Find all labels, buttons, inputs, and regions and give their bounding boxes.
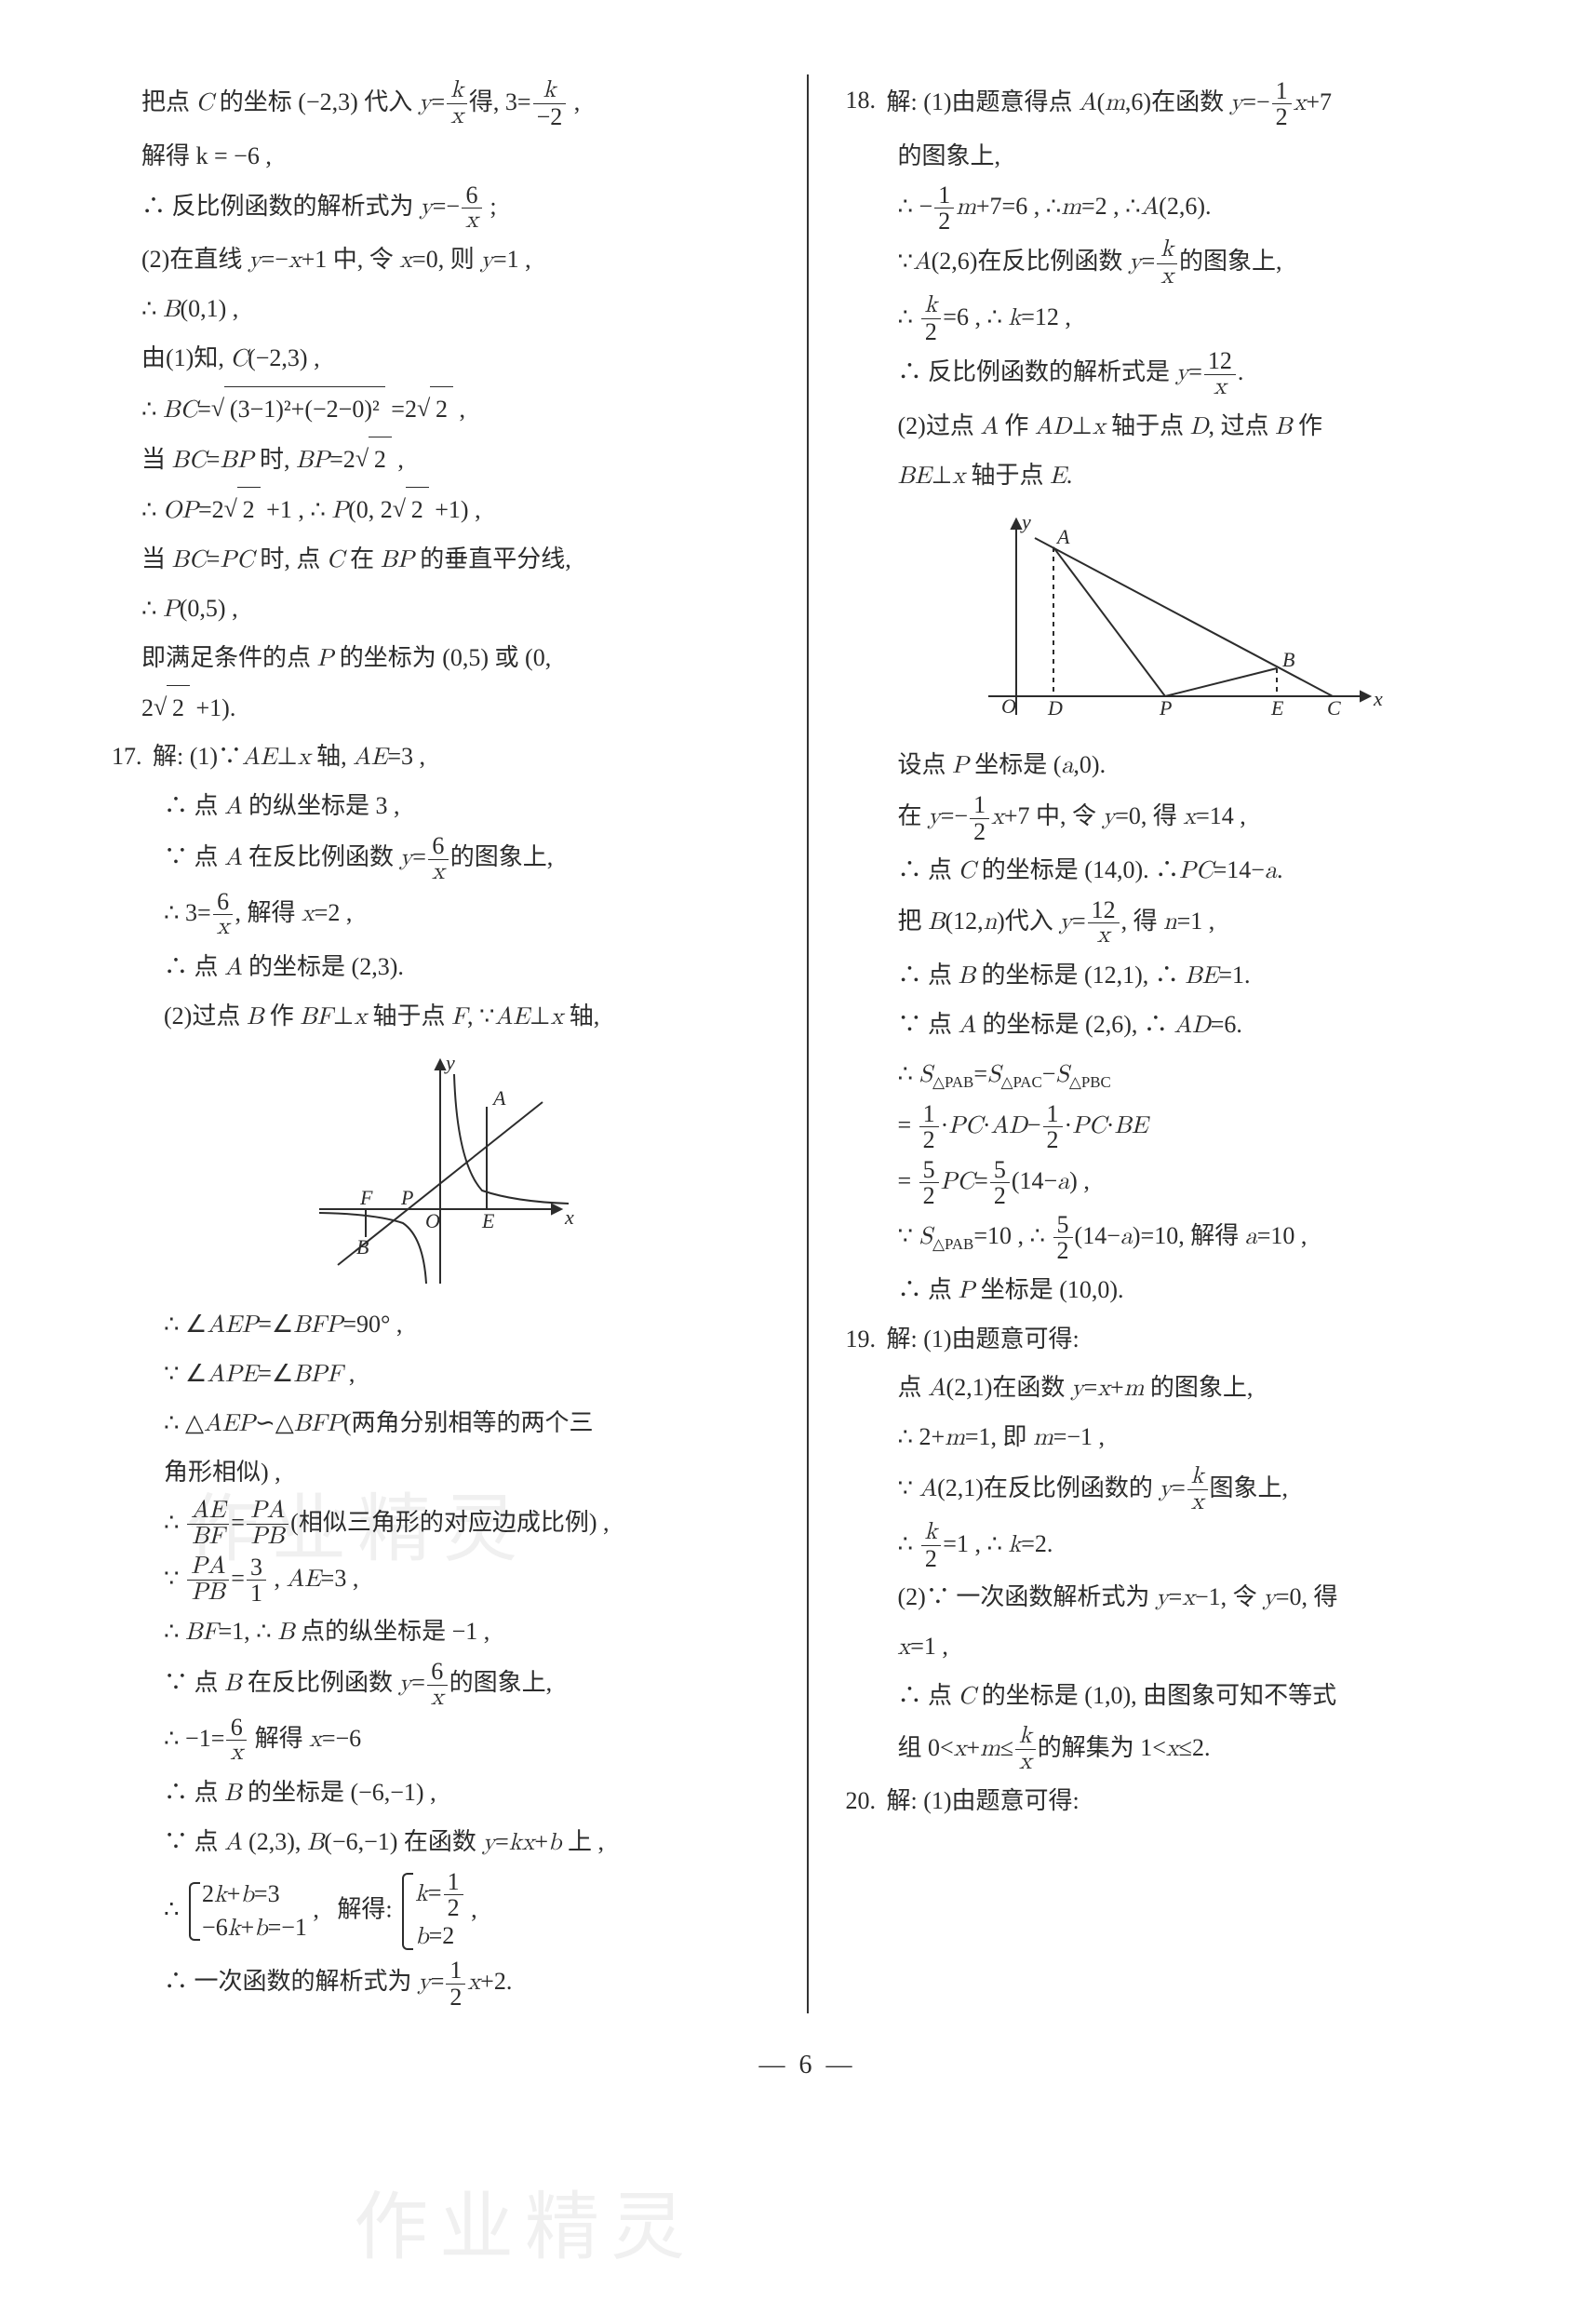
text-line: ∴ 点 P 坐标是 (10,0). [846, 1268, 1504, 1313]
text-line: ∵ A(2,1)在反比例函数的 y=kx图象上, [846, 1464, 1504, 1516]
text-line: ∴ B(0,1) , [112, 287, 770, 332]
right-column: 18.解: (1)由题意得点 A(m,6)在函数 y=−12x+7 的图象上, … [846, 74, 1504, 2013]
text-line: ∵ S△PAB=10 , ∴ 52(14−a)=10, 解得 a=10 , [846, 1212, 1504, 1264]
text-line: = 12·PC·AD−12·PC·BE [846, 1101, 1504, 1153]
text-line: ∵ ∠APE=∠BPF , [112, 1352, 770, 1397]
svg-text:x: x [564, 1205, 574, 1229]
svg-text:P: P [1159, 696, 1172, 720]
svg-text:B: B [1282, 648, 1294, 671]
svg-text:O: O [1001, 694, 1016, 718]
svg-text:O: O [425, 1209, 440, 1232]
text-line: ∴ ∠AEP=∠BFP=90° , [112, 1302, 770, 1348]
svg-text:B: B [356, 1235, 369, 1258]
svg-text:P: P [400, 1186, 413, 1209]
page-number: — 6 — [112, 2041, 1503, 2090]
text-line: ∵A(2,6)在反比例函数 y=kx的图象上, [846, 237, 1504, 289]
page: 作业精灵 作业精灵 把点 C 的坐标 (−2,3) 代入 y=kx得, 3=k−… [0, 0, 1596, 2301]
text-line: ∴ 反比例函数的解析式为 y=−6x ; [112, 182, 770, 235]
text-line: 把点 C 的坐标 (−2,3) 代入 y=kx得, 3=k−2 , [112, 78, 770, 130]
text-line: 解得 k = −6 , [112, 134, 770, 179]
svg-text:F: F [359, 1186, 373, 1209]
text-line: (2)在直线 y=−x+1 中, 令 x=0, 则 y=1 , [112, 237, 770, 283]
text-line: (2)∵ 一次函数解析式为 y=x−1, 令 y=0, 得 [846, 1575, 1504, 1621]
problem-heading: 19.解: (1)由题意可得: [846, 1317, 1504, 1362]
text-line: ∴ 点 A 的坐标是 (2,3). [112, 945, 770, 990]
svg-text:y: y [444, 1051, 455, 1074]
text-line: = 52PC=52(14−a) , [846, 1157, 1504, 1209]
text-line: (2)过点 A 作 AD⊥x 轴于点 D, 过点 B 作 [846, 404, 1504, 450]
text-line: ∴ AEBF=PAPB(相似三角形的对应边成比例) , [112, 1499, 770, 1551]
text-line: 当 BC=PC 时, 点 C 在 BP 的垂直平分线, [112, 537, 770, 583]
text-line: 设点 P 坐标是 (a,0). [846, 743, 1504, 788]
problem-heading: 20.解: (1)由题意可得: [846, 1779, 1504, 1823]
text-line: ∵ 点 A 的坐标是 (2,6), ∴ AD=6. [846, 1002, 1504, 1048]
problem-heading: 18.解: (1)由题意得点 A(m,6)在函数 y=−12x+7 [846, 78, 1504, 130]
text-line: BE⊥x 轴于点 E. [846, 453, 1504, 499]
text-line: ∵ 点 A 在反比例函数 y=6x的图象上, [112, 833, 770, 885]
text-line: ∴ BC=(3−1)²+(−2−0)² =22 , [112, 386, 770, 433]
figure-hyperbola-diagram: y x A E O P F B [112, 1051, 770, 1293]
text-line: 在 y=−12x+7 中, 令 y=0, 得 x=14 , [846, 792, 1504, 844]
text-line: 角形相似) , [112, 1450, 770, 1495]
svg-text:E: E [481, 1209, 495, 1232]
text-line: ∴ 点 C 的坐标是 (1,0), 由图象可知不等式 [846, 1674, 1504, 1719]
text-line: ∵ 点 B 在反比例函数 y=6x的图象上, [112, 1659, 770, 1711]
text-line: ∴ k2=6 , ∴ k=12 , [846, 293, 1504, 345]
left-column: 把点 C 的坐标 (−2,3) 代入 y=kx得, 3=k−2 , 解得 k =… [112, 74, 770, 2013]
svg-text:y: y [1020, 510, 1031, 533]
text-line: (2)过点 B 作 BF⊥x 轴于点 F, ∵AE⊥x 轴, [112, 994, 770, 1040]
text-line: ∴ 一次函数的解析式为 y=12x+2. [112, 1958, 770, 2010]
svg-text:x: x [1373, 687, 1383, 710]
text-line: ∴ P(0,5) , [112, 586, 770, 632]
text-line: 即满足条件的点 P 的坐标为 (0,5) 或 (0, [112, 636, 770, 681]
text-line: x=1 , [846, 1624, 1504, 1670]
text-line: 点 A(2,1)在函数 y=x+m 的图象上, [846, 1366, 1504, 1411]
text-line: ∴ 反比例函数的解析式是 y=12x. [846, 348, 1504, 400]
text-line: ∴ S△PAB=S△PAC−S△PBC [846, 1052, 1504, 1097]
text-line: ∴ k2=1 , ∴ k=2. [846, 1520, 1504, 1572]
svg-text:E: E [1270, 696, 1284, 720]
text-line: 当 BC=BP 时, BP=22 , [112, 437, 770, 483]
text-line: 由(1)知, C(−2,3) , [112, 336, 770, 382]
text-line: ∵ 点 A (2,3), B(−6,−1) 在函数 y=kx+b 上 , [112, 1820, 770, 1865]
text-line: 22 +1). [112, 685, 770, 731]
text-line: ∴ 点 B 的坐标是 (−6,−1) , [112, 1770, 770, 1816]
text-line: ∴ △AEP∽△BFP(两角分别相等的两个三 [112, 1401, 770, 1447]
text-line: ∴ 2+m=1, 即 m=−1 , [846, 1415, 1504, 1460]
text-line: ∴ 点 B 的坐标是 (12,1), ∴ BE=1. [846, 953, 1504, 999]
svg-text:A: A [491, 1086, 506, 1110]
two-column-layout: 把点 C 的坐标 (−2,3) 代入 y=kx得, 3=k−2 , 解得 k =… [112, 74, 1503, 2013]
text-line: ∴ 点 C 的坐标是 (14,0). ∴PC=14−a. [846, 848, 1504, 894]
column-divider [807, 74, 809, 2013]
text-line: 的图象上, [846, 134, 1504, 179]
text-line: ∴ 2k+b=3−6k+b=−1 , 解得: k=12b=2 , [112, 1869, 770, 1954]
text-line: ∴ BF=1, ∴ B 点的纵坐标是 −1 , [112, 1609, 770, 1655]
text-line: ∴ −1=6x 解得 x=−6 [112, 1715, 770, 1767]
svg-text:D: D [1047, 696, 1063, 720]
text-line: ∴ 点 A 的纵坐标是 3 , [112, 784, 770, 829]
svg-text:C: C [1327, 696, 1341, 720]
svg-text:A: A [1055, 525, 1070, 548]
figure-line-triangle-diagram: y x A O D P E B C [846, 510, 1504, 733]
text-line: ∴ 3=6x, 解得 x=2 , [112, 889, 770, 941]
watermark: 作业精灵 [354, 2160, 696, 2297]
problem-heading: 17.解: (1)∵AE⊥x 轴, AE=3 , [112, 734, 770, 780]
text-line: ∴ OP=22 +1 , ∴ P(0, 22 +1) , [112, 487, 770, 533]
text-line: ∵ PAPB=31 , AE=3 , [112, 1554, 770, 1607]
text-line: 把 B(12,n)代入 y=12x, 得 n=1 , [846, 897, 1504, 949]
text-line: 组 0<x+m≤kx的解集为 1<x≤2. [846, 1724, 1504, 1776]
text-line: ∴ −12m+7=6 , ∴m=2 , ∴A(2,6). [846, 182, 1504, 235]
